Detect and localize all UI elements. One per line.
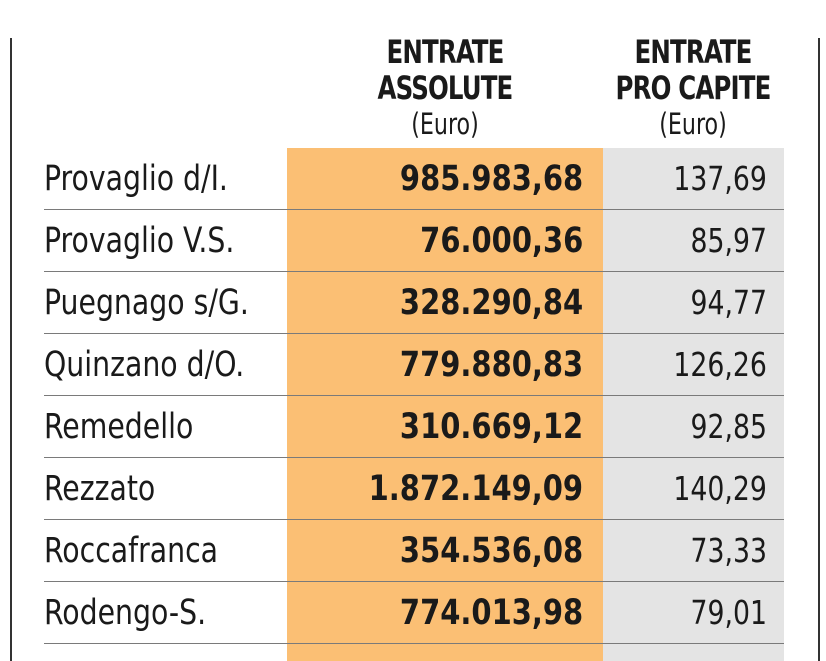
row-divider [44, 271, 784, 272]
per-capita-revenue: 137,69 [673, 159, 767, 198]
per-capita-revenue: 73,33 [690, 531, 767, 570]
table-row: Rezzato 1.872.149,09 140,29 [0, 458, 826, 520]
row-divider [44, 643, 784, 644]
row-divider [44, 395, 784, 396]
header-absolute: ENTRATE ASSOLUTE (Euro) [300, 34, 590, 142]
absolute-column-bg [287, 148, 603, 661]
absolute-revenue: 354.536,08 [399, 531, 583, 571]
per-capita-revenue: 85,97 [690, 221, 767, 260]
row-divider [44, 581, 784, 582]
header-absolute-line1: ENTRATE [386, 33, 504, 71]
table-row: Puegnago s/G. 328.290,84 94,77 [0, 272, 826, 334]
municipality-name: Roccafranca [44, 531, 219, 571]
absolute-revenue: 328.290,84 [399, 283, 583, 323]
table-row: Rodengo-S. 774.013,98 79,01 [0, 582, 826, 644]
header-per-capita: ENTRATE PRO CAPITE (Euro) [598, 34, 788, 142]
per-capita-revenue: 94,77 [690, 283, 767, 322]
table-row: Provaglio d/I. 985.983,68 137,69 [0, 148, 826, 210]
header-per-capita-unit: (Euro) [659, 107, 727, 141]
absolute-revenue: 985.983,68 [399, 159, 583, 199]
municipality-name: Provaglio V.S. [44, 221, 235, 261]
row-divider [44, 209, 784, 210]
per-capita-revenue: 92,85 [690, 407, 767, 446]
absolute-revenue: 310.669,12 [399, 407, 583, 447]
header-per-capita-line2: PRO CAPITE [615, 69, 772, 107]
municipality-name: Rezzato [44, 469, 156, 509]
absolute-revenue: 779.880,83 [399, 345, 583, 385]
per-capita-revenue: 79,01 [690, 593, 767, 632]
municipality-name: Provaglio d/I. [44, 159, 228, 199]
right-border [818, 38, 820, 661]
row-divider [44, 457, 784, 458]
absolute-revenue: 76.000,36 [419, 221, 583, 261]
table-row: Remedello 310.669,12 92,85 [0, 396, 826, 458]
table-row: Provaglio V.S. 76.000,36 85,97 [0, 210, 826, 272]
table-row: Quinzano d/O. 779.880,83 126,26 [0, 334, 826, 396]
per-capita-revenue: 126,26 [673, 345, 767, 384]
left-border [10, 38, 12, 661]
header-absolute-unit: (Euro) [411, 107, 479, 141]
header-absolute-line2: ASSOLUTE [377, 69, 514, 107]
header-per-capita-line1: ENTRATE [634, 33, 752, 71]
municipality-name: Puegnago s/G. [44, 283, 249, 323]
absolute-revenue: 774.013,98 [399, 593, 583, 633]
table-row: Roccafranca 354.536,08 73,33 [0, 520, 826, 582]
municipality-name: Remedello [44, 407, 194, 447]
row-divider [44, 519, 784, 520]
municipality-name: Quinzano d/O. [44, 345, 245, 385]
per-capita-revenue: 140,29 [673, 469, 767, 508]
municipality-name: Rodengo-S. [44, 593, 207, 633]
absolute-revenue: 1.872.149,09 [368, 469, 583, 509]
per-capita-column-bg [603, 148, 784, 661]
row-divider [44, 333, 784, 334]
